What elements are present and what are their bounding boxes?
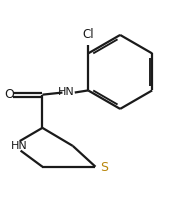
Text: HN: HN	[58, 87, 75, 97]
Text: O: O	[5, 88, 15, 101]
Text: Cl: Cl	[82, 28, 94, 42]
Text: S: S	[100, 161, 108, 174]
Text: HN: HN	[11, 141, 28, 151]
